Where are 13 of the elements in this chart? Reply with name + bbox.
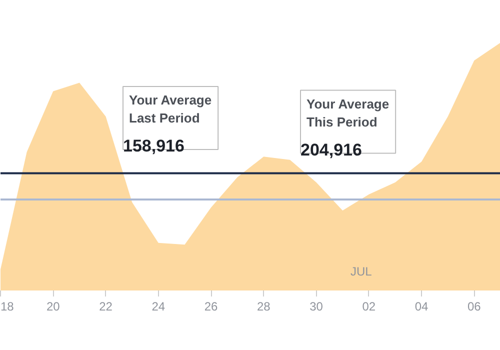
annotation: JUL xyxy=(350,264,372,278)
x-tick-label: 22 xyxy=(99,300,113,314)
x-tick-label: 20 xyxy=(46,300,60,314)
x-tick-label: 02 xyxy=(362,300,376,314)
x-tick-label: 18 xyxy=(0,300,14,314)
x-tick-label: 28 xyxy=(256,300,271,314)
x-tick-label: 26 xyxy=(204,300,218,314)
x-tick-label: 06 xyxy=(468,300,482,314)
x-tick-label: 24 xyxy=(152,300,166,314)
ref-line-label: Your Average Last Period 158,916 xyxy=(123,92,212,156)
ref-line-label: Your Average This Period 204,916 xyxy=(300,96,390,160)
x-tick-label: 30 xyxy=(310,300,324,314)
x-tick-label: 04 xyxy=(414,300,429,314)
